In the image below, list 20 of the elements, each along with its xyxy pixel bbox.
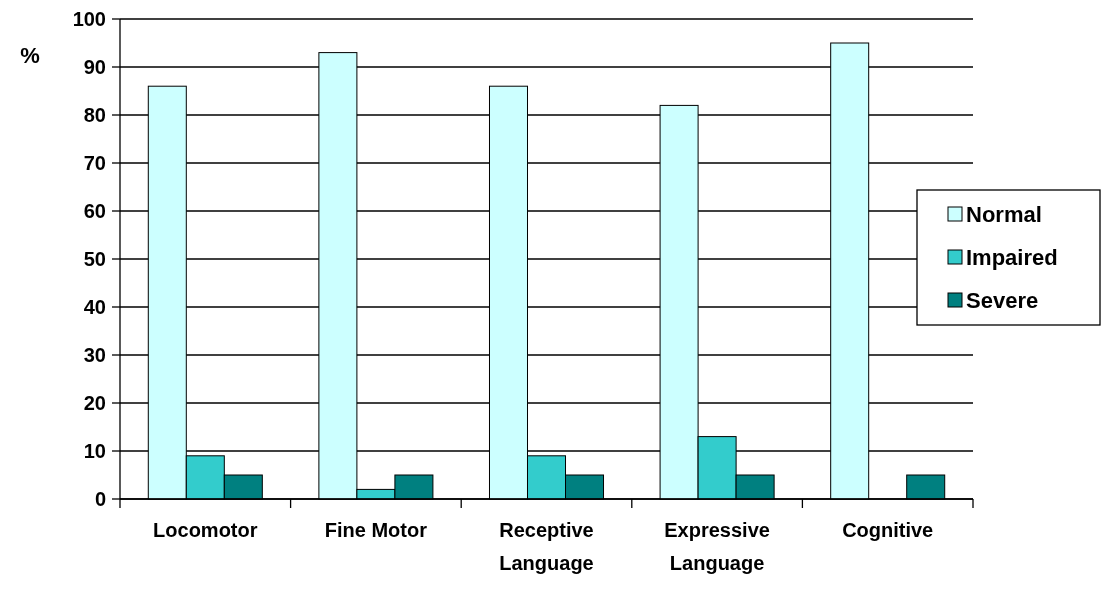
y-tick-label: 80: [83, 104, 106, 126]
x-tick-label: Expressive Language: [664, 519, 770, 574]
x-tick-label: Locomotor: [153, 519, 258, 541]
legend-label: Impaired: [966, 244, 1058, 270]
y-tick-label: 20: [83, 392, 106, 414]
y-tick-label: 90: [83, 56, 106, 78]
y-tick-label: 10: [83, 440, 106, 462]
x-tick-label: Receptive Language: [499, 519, 594, 574]
x-tick-label: Cognitive: [842, 519, 934, 541]
y-tick-label: 70: [83, 152, 106, 174]
legend-label: Severe: [966, 287, 1039, 313]
x-tick-label: Fine Motor: [324, 519, 428, 541]
y-tick-label: 100: [72, 8, 106, 30]
y-tick-label: 0: [94, 488, 106, 510]
y-tick-label: 30: [83, 344, 106, 366]
y-axis-title: %: [20, 43, 40, 68]
legend-label: Normal: [966, 201, 1042, 227]
y-tick-label: 50: [83, 248, 106, 270]
y-tick-label: 60: [83, 200, 106, 222]
y-tick-label: 40: [83, 296, 106, 318]
